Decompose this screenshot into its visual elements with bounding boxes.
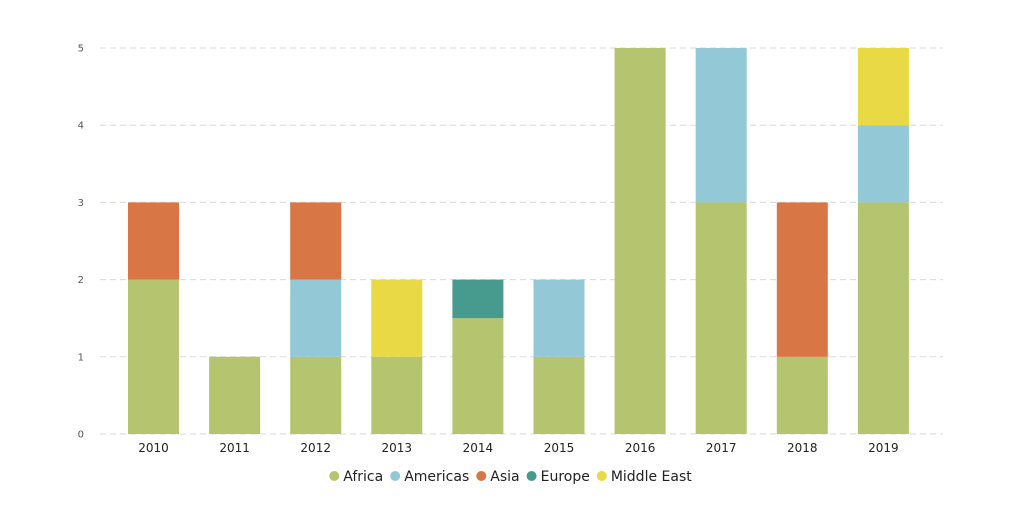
bar-2016-africa bbox=[614, 48, 666, 434]
bar-2017-africa bbox=[695, 202, 747, 434]
x-tick-label: 2012 bbox=[300, 441, 331, 455]
x-tick-label: 2013 bbox=[382, 441, 413, 455]
x-tick-label: 2014 bbox=[463, 441, 494, 455]
x-axis: 2010 2011 2012 2013 2014 2015 2016 2017 2018 2019 bbox=[138, 441, 898, 455]
y-tick-label: 2 bbox=[78, 275, 84, 286]
y-tick-label: 3 bbox=[78, 198, 84, 209]
y-tick-label: 1 bbox=[78, 352, 84, 363]
legend: Africa Americas Asia Europe Middle East bbox=[329, 469, 692, 485]
bar-2018-africa bbox=[776, 356, 828, 434]
y-tick-label: 5 bbox=[78, 44, 84, 55]
bar-2018-asia bbox=[776, 202, 828, 357]
bar-2015-americas bbox=[533, 279, 585, 357]
legend-swatch bbox=[329, 471, 340, 481]
x-tick-label: 2015 bbox=[544, 441, 575, 455]
legend-label: Americas bbox=[404, 469, 469, 485]
x-tick-label: 2019 bbox=[868, 441, 899, 455]
bar-2013-middle-east bbox=[371, 279, 423, 357]
y-tick-label: 0 bbox=[78, 430, 84, 441]
bar-2011-africa bbox=[209, 356, 261, 434]
legend-swatch bbox=[390, 471, 401, 481]
legend-label: Middle East bbox=[611, 469, 692, 485]
bar-2015-africa bbox=[533, 356, 585, 434]
bar-2010-asia bbox=[128, 202, 179, 280]
legend-label: Asia bbox=[490, 469, 519, 485]
x-tick-label: 2018 bbox=[787, 441, 818, 455]
bar-2012-americas bbox=[290, 279, 342, 357]
bar-2019-africa bbox=[857, 202, 909, 434]
bar-2019-americas bbox=[857, 125, 909, 203]
legend-swatch bbox=[476, 471, 487, 481]
legend-swatch bbox=[526, 471, 537, 481]
bars bbox=[128, 48, 909, 434]
bar-2017-americas bbox=[695, 48, 747, 203]
legend-label: Europe bbox=[541, 469, 590, 485]
legend-item-americas[interactable]: Americas bbox=[390, 469, 469, 485]
bar-2012-africa bbox=[290, 356, 342, 434]
x-tick-label: 2017 bbox=[706, 441, 737, 455]
bar-2010-africa bbox=[128, 279, 179, 434]
y-axis: 0 1 2 3 4 5 bbox=[78, 44, 84, 441]
bar-2014-africa bbox=[452, 318, 504, 434]
legend-label: Africa bbox=[343, 469, 383, 485]
legend-item-africa[interactable]: Africa bbox=[329, 469, 383, 485]
legend-item-europe[interactable]: Europe bbox=[526, 469, 590, 485]
x-tick-label: 2010 bbox=[138, 441, 169, 455]
legend-item-middle-east[interactable]: Middle East bbox=[596, 469, 692, 485]
bar-2014-europe bbox=[452, 279, 504, 319]
x-tick-label: 2016 bbox=[625, 441, 656, 455]
legend-item-asia[interactable]: Asia bbox=[476, 469, 520, 485]
bar-2012-asia bbox=[290, 202, 342, 280]
y-tick-label: 4 bbox=[78, 121, 84, 132]
legend-swatch bbox=[596, 471, 607, 481]
bar-2013-africa bbox=[371, 356, 423, 434]
bar-2019-middle-east bbox=[857, 48, 909, 126]
x-tick-label: 2011 bbox=[219, 441, 250, 455]
